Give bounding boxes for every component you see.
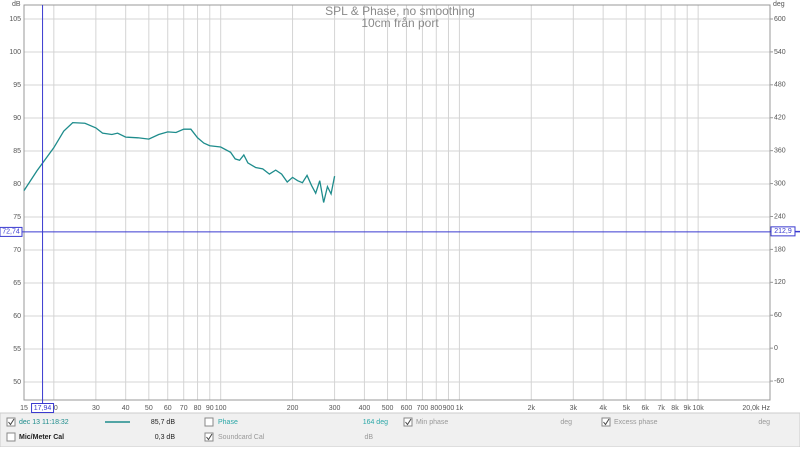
mic-cal-label[interactable]: Mic/Meter Cal <box>19 434 64 441</box>
x-tick-label: 60 <box>164 405 172 412</box>
x-tick-label: 70 <box>180 405 188 412</box>
panel-items: dec 13 11:18:32 85,7 dB Phase 164 deg Mi… <box>6 417 770 442</box>
min-phase-label[interactable]: Min phase <box>416 419 448 426</box>
y-axis-unit: dB <box>12 1 21 8</box>
y2-tick-label: 300 <box>774 180 786 187</box>
x-tick-label: 600 <box>401 405 413 412</box>
soundcard-cal-label[interactable]: Soundcard Cal <box>218 434 265 441</box>
checkbox[interactable] <box>204 432 214 442</box>
legend-panel <box>0 412 800 448</box>
y-tick-label: 70 <box>13 247 21 254</box>
y2-tick-label: 480 <box>774 82 786 89</box>
x-tick-label: 9k <box>684 405 692 412</box>
y2-tick-label: 60 <box>774 312 782 319</box>
y-tick-label: 105 <box>9 16 21 23</box>
x-tick-label: 3k <box>570 405 578 412</box>
checkmark <box>603 418 610 426</box>
x-tick-label: 30 <box>92 405 100 412</box>
checkbox[interactable] <box>601 417 611 427</box>
y-tick-label: 100 <box>9 49 21 56</box>
x-tick-label: 200 <box>287 405 299 412</box>
x-tick-label: 15 <box>20 405 28 412</box>
y-tick-label: 85 <box>13 148 21 155</box>
x-tick-label: 300 <box>329 405 341 412</box>
soundcard-cal-readout: dB <box>364 434 373 441</box>
x-tick-label: 1k <box>456 405 464 412</box>
series-name[interactable]: dec 13 11:18:32 <box>19 419 69 426</box>
checkbox[interactable] <box>204 417 214 427</box>
y2-tick-label: 540 <box>774 49 786 56</box>
plot <box>0 5 800 413</box>
phase-label[interactable]: Phase <box>218 419 238 426</box>
checkbox[interactable] <box>6 417 16 427</box>
y2-tick-label: 0 <box>774 345 778 352</box>
y-tick-label: 65 <box>13 280 21 287</box>
checkbox[interactable] <box>403 417 413 427</box>
checkmark <box>8 418 15 426</box>
x-tick-label: 8k <box>671 405 679 412</box>
y-tick-label: 90 <box>13 115 21 122</box>
excess-phase-label[interactable]: Excess phase <box>614 419 658 426</box>
checkbox[interactable] <box>6 432 16 442</box>
x-tick-label: 2k <box>528 405 536 412</box>
checkmark <box>206 433 213 441</box>
plot-frame <box>23 4 771 401</box>
y-tick-label: 60 <box>13 313 21 320</box>
x-tick-label: 90 <box>206 405 214 412</box>
series-readout: 85,7 dB <box>151 419 175 426</box>
y2-tick-label: 240 <box>774 213 786 220</box>
x-tick-label: 20,0k Hz <box>742 405 770 412</box>
y-tick-label: 80 <box>13 181 21 188</box>
y-tick-label: 55 <box>13 346 21 353</box>
y2-tick-label: -60 <box>774 378 784 385</box>
min-phase-readout: deg <box>560 419 572 426</box>
series-line <box>23 121 336 203</box>
excess-phase-readout: deg <box>758 419 770 426</box>
x-tick-label: 50 <box>145 405 153 412</box>
y-tick-label: 50 <box>13 379 21 386</box>
x-tick-label: 400 <box>359 405 371 412</box>
x-tick-label: 7k <box>657 405 665 412</box>
cursor-y-label: 72,74 <box>2 229 20 236</box>
x-tick-label: 80 <box>194 405 202 412</box>
checkmark <box>405 418 412 426</box>
mic-cal-readout: 0,3 dB <box>155 434 176 441</box>
x-tick-label: 100 <box>215 405 227 412</box>
cursor-x-label-box <box>31 403 55 413</box>
cursor-y2-label-box <box>770 226 796 237</box>
x-tick-label: 6k <box>641 405 649 412</box>
y-tick-label: 95 <box>13 82 21 89</box>
y2-tick-label: 360 <box>774 148 786 155</box>
y2-tick-label: 120 <box>774 279 786 286</box>
y2-tick-label: 600 <box>774 16 786 23</box>
y-tick-label: 75 <box>13 214 21 221</box>
y2-tick-label: 420 <box>774 115 786 122</box>
y2-axis-unit: deg <box>773 1 785 8</box>
y2-tick-label: 180 <box>774 246 786 253</box>
x-tick-label: 500 <box>382 405 394 412</box>
cursor-x-label: 17,94 <box>34 405 52 412</box>
x-tick-label: 900 <box>443 405 455 412</box>
chart-title: SPL & Phase, no smoothing <box>325 4 475 18</box>
chart-subtitle: 10cm från port <box>361 16 439 30</box>
cursor-y-label-box <box>0 226 23 237</box>
cursor-y2-label: 212,9 <box>774 228 792 235</box>
x-tick-label: 10k <box>692 405 704 412</box>
x-tick-label: 4k <box>599 405 607 412</box>
phase-readout: 164 deg <box>363 419 388 426</box>
x-tick-label: 700 <box>417 405 429 412</box>
x-tick-label: 40 <box>122 405 130 412</box>
grid <box>23 5 771 400</box>
x-tick-label: 5k <box>623 405 631 412</box>
x-tick-label: 800 <box>430 405 442 412</box>
